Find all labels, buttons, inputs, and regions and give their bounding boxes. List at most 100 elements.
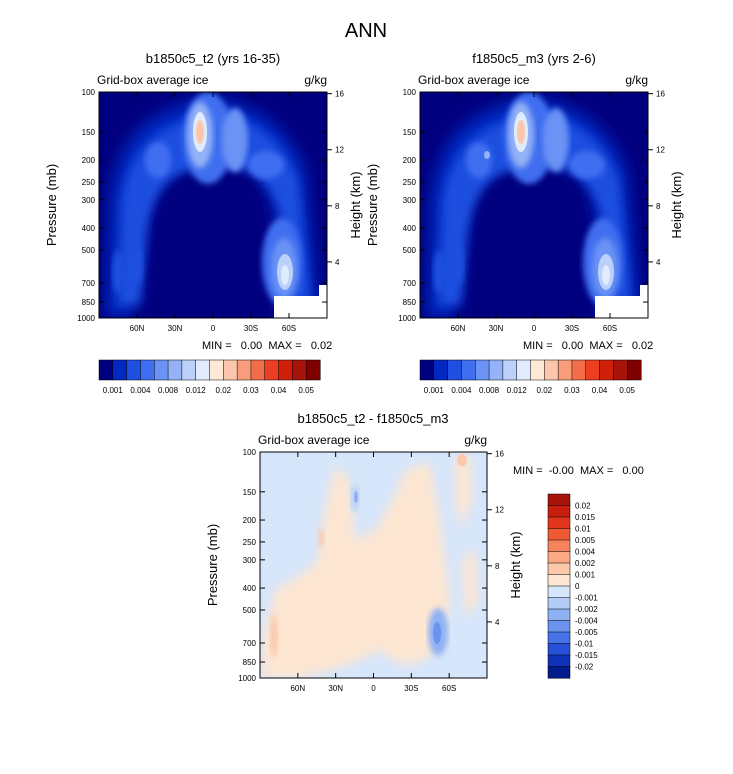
- pressure-tick: 850: [243, 658, 487, 667]
- y-axis-right-label: Height (km): [669, 171, 684, 238]
- colorbar-label: -0.002: [575, 605, 598, 614]
- units-label: g/kg: [464, 433, 487, 447]
- colorbar-swatch: [547, 585, 571, 599]
- y-axis-label: Pressure (mb): [365, 164, 380, 246]
- colorbar-label: 0.002: [575, 559, 596, 568]
- mid-left-blob: [145, 142, 171, 178]
- pressure-tick: 300: [82, 196, 327, 205]
- colorbar-label: 0.04: [271, 386, 287, 395]
- mid-right-blob: [569, 151, 605, 179]
- north-low-blob-2: [452, 246, 464, 286]
- colorbar-label: 0.008: [158, 386, 179, 395]
- latitude-tick-label: 0: [211, 324, 216, 333]
- north-low-blob-1: [433, 250, 445, 294]
- colorbar: 0.001 0.004 0.008 0.012 0.02 0.03 0.04 0.05: [419, 359, 642, 395]
- pressure-tick-label: 400: [403, 224, 417, 233]
- colorbar-swatch: [547, 631, 571, 645]
- height-tick: 8: [487, 562, 500, 571]
- upper-max-right: [222, 108, 248, 172]
- height-tick: 4: [487, 618, 500, 627]
- min-max-stats: MIN = 0.00 MAX = 0.02: [523, 340, 653, 352]
- height-tick-label: 16: [495, 450, 504, 459]
- colorbar-swatch: [626, 359, 642, 381]
- height-tick-label: 16: [656, 90, 665, 99]
- pressure-tick: 100: [82, 88, 327, 97]
- height-tick: 4: [327, 258, 340, 267]
- colorbar-label: 0.03: [564, 386, 580, 395]
- pressure-tick: 1000: [398, 314, 648, 323]
- pressure-tick: 200: [82, 156, 327, 165]
- pressure-tick-label: 400: [82, 224, 96, 233]
- colorbar-swatch: [544, 359, 559, 381]
- latitude-tick: 30S: [244, 92, 258, 333]
- colorbar-label: 0.001: [424, 386, 445, 395]
- pressure-tick-label: 850: [403, 298, 417, 307]
- pressure-tick: 150: [82, 128, 327, 137]
- colorbar-swatch: [557, 359, 573, 381]
- mid-left-spot: [484, 151, 490, 159]
- height-axis: 16 12 8 4: [327, 90, 344, 267]
- pressure-tick-label: 850: [243, 658, 257, 667]
- height-tick-label: 4: [656, 258, 661, 267]
- colorbar-swatch: [475, 359, 490, 381]
- colorbar-label: 0.03: [243, 386, 259, 395]
- colorbar-label: 0: [575, 582, 580, 591]
- colorbar-swatch: [516, 359, 532, 381]
- pressure-tick-label: 100: [243, 448, 257, 457]
- height-tick-label: 4: [495, 618, 500, 627]
- missing-data-strip: [319, 285, 327, 297]
- colorbar-swatch: [547, 528, 571, 541]
- panel-top-left: b1850c5_t2 (yrs 16-35) Grid-box average …: [44, 51, 363, 395]
- pressure-tick-label: 300: [243, 556, 257, 565]
- pressure-tick-label: 850: [82, 298, 96, 307]
- colorbar-swatch: [250, 359, 266, 381]
- units-label: g/kg: [304, 73, 327, 87]
- negative-anomaly-upper-core: [354, 491, 358, 503]
- height-tick-label: 12: [495, 506, 504, 515]
- colorbar-swatch: [547, 608, 571, 622]
- y-axis-label: Pressure (mb): [44, 164, 59, 246]
- positive-anomaly-band: [262, 455, 478, 678]
- low-level-max-core: [281, 265, 289, 285]
- pressure-tick: 500: [82, 246, 327, 255]
- pressure-tick-label: 150: [82, 128, 96, 137]
- colorbar-label: 0.004: [575, 548, 596, 557]
- latitude-tick-label: 0: [532, 324, 537, 333]
- colorbar-label: 0.01: [575, 525, 591, 534]
- upper-max-core: [517, 120, 525, 144]
- colorbar-swatch: [547, 654, 571, 668]
- height-tick: 12: [648, 146, 665, 155]
- pressure-axis: 100 150 200 250 300 400 500 700 850 1000: [238, 448, 487, 683]
- latitude-tick: 0: [211, 92, 216, 333]
- pressure-tick-label: 500: [243, 606, 257, 615]
- units-label: g/kg: [625, 73, 648, 87]
- colorbar-label: 0.05: [298, 386, 314, 395]
- colorbar-swatch: [547, 597, 571, 610]
- pressure-tick: 150: [243, 488, 487, 497]
- pressure-tick-label: 150: [243, 488, 257, 497]
- colorbar-swatch: [433, 359, 449, 381]
- colorbar-label: 0.001: [103, 386, 124, 395]
- colorbar-swatch: [305, 359, 321, 381]
- latitude-tick: 30S: [565, 92, 579, 333]
- pressure-tick-label: 250: [403, 178, 417, 187]
- positive-anomaly-top-right: [457, 454, 467, 466]
- pressure-tick-label: 300: [82, 196, 96, 205]
- pressure-tick: 300: [243, 556, 487, 565]
- contour-field: [260, 452, 487, 678]
- pressure-tick-label: 1000: [238, 674, 256, 683]
- y-axis-right-label: Height (km): [508, 531, 523, 598]
- pressure-tick-label: 100: [82, 88, 96, 97]
- latitude-tick: 60S: [603, 92, 617, 333]
- colorbar-swatch: [547, 620, 571, 633]
- pressure-tick-label: 1000: [398, 314, 416, 323]
- latitude-tick: 0: [532, 92, 537, 333]
- colorbar-label: 0.012: [507, 386, 528, 395]
- min-max-stats: MIN = -0.00 MAX = 0.00: [513, 465, 644, 477]
- y-axis-label: Pressure (mb): [205, 524, 220, 606]
- latitude-tick: 60N: [130, 92, 145, 333]
- mid-right-blob: [248, 151, 284, 179]
- latitude-tick-label: 30S: [565, 324, 579, 333]
- colorbar-swatch: [488, 359, 504, 381]
